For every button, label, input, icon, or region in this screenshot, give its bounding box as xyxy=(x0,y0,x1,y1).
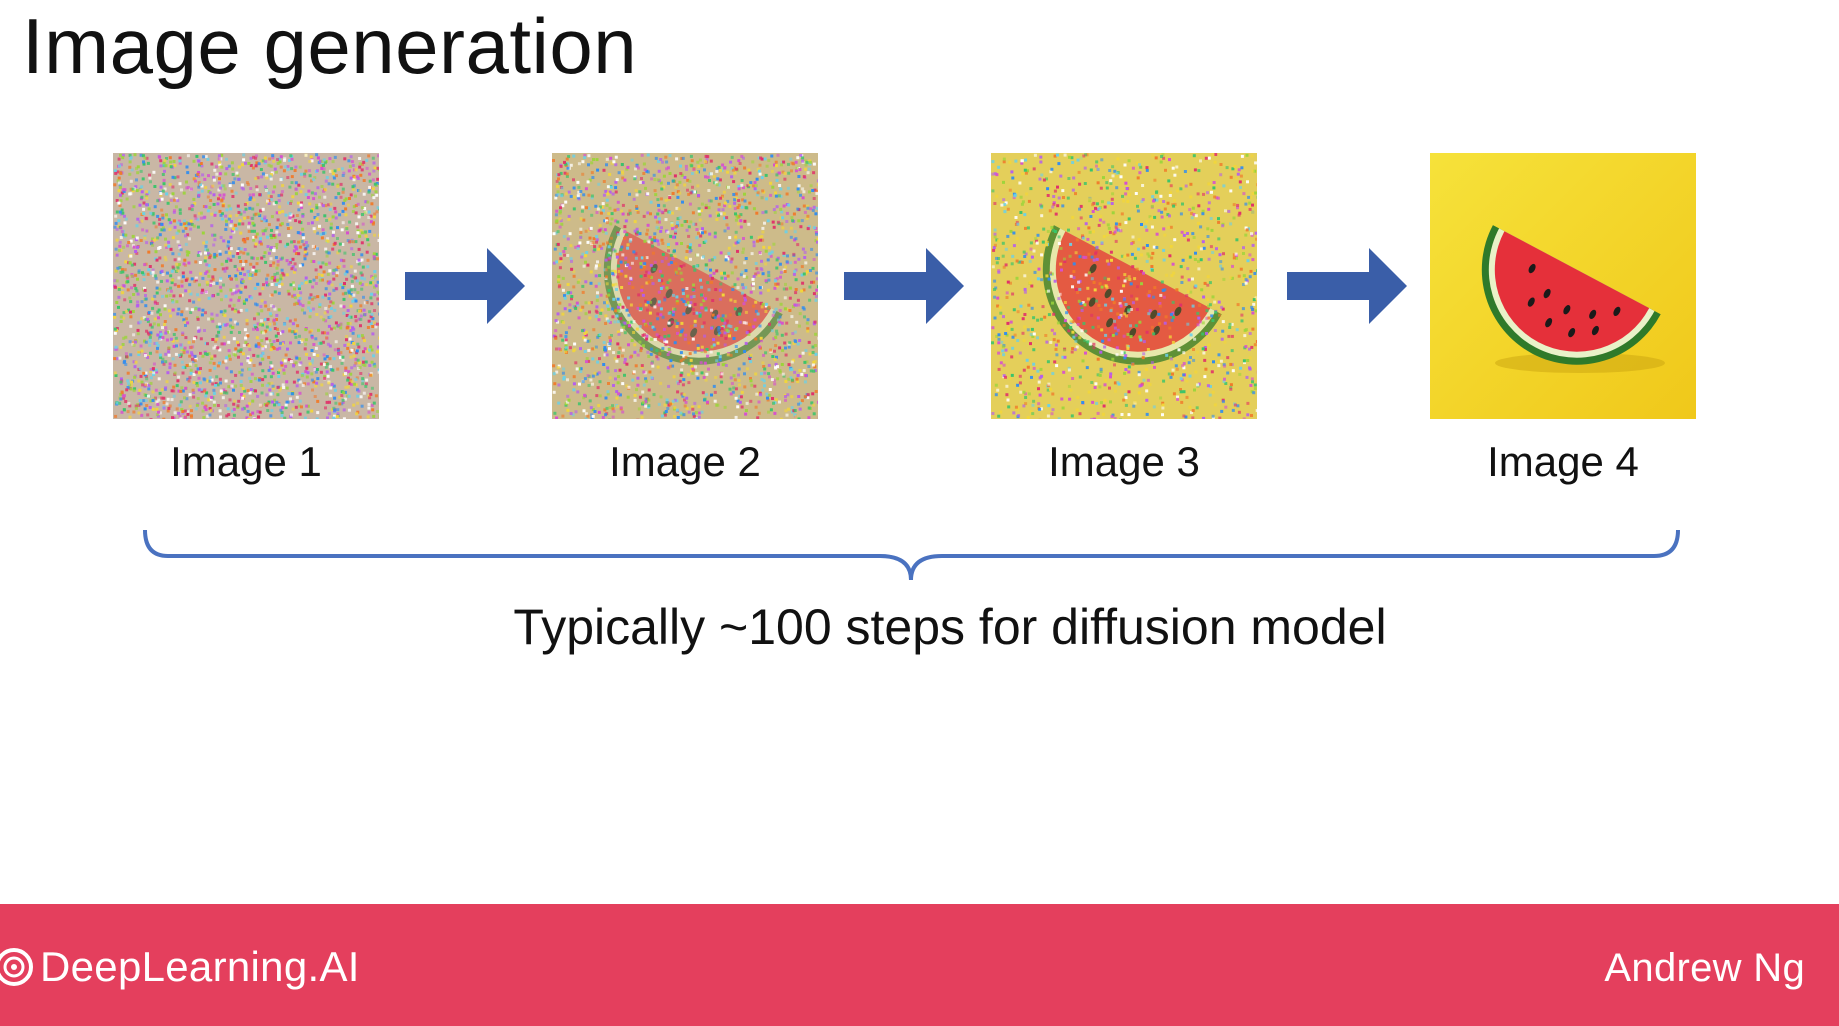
image-3-mostly-denoised xyxy=(991,153,1257,419)
image-4-caption: Image 4 xyxy=(1487,438,1639,485)
author-name: Andrew Ng xyxy=(1604,946,1805,990)
slide-title: Image generation xyxy=(22,2,638,90)
arrow-right-icon xyxy=(1287,248,1411,324)
arrow-right-icon xyxy=(405,248,529,324)
brand: DeepLearning.AI xyxy=(0,940,360,994)
curly-brace xyxy=(140,528,1685,584)
image-1-caption: Image 1 xyxy=(170,438,322,485)
footer-bar: DeepLearning.AI Andrew Ng xyxy=(0,904,1839,1026)
image-2-caption: Image 2 xyxy=(609,438,761,485)
steps-description: Typically ~100 steps for diffusion model xyxy=(513,599,1387,655)
arrow-right-icon xyxy=(844,248,968,324)
brand-name: DeepLearning.AI xyxy=(40,943,360,990)
deeplearning-logo-icon xyxy=(0,945,36,989)
image-4-watermelon xyxy=(1430,153,1696,419)
image-1-noise xyxy=(113,153,379,419)
image-2-partially-denoised xyxy=(552,153,818,419)
image-3-caption: Image 3 xyxy=(1048,438,1200,485)
